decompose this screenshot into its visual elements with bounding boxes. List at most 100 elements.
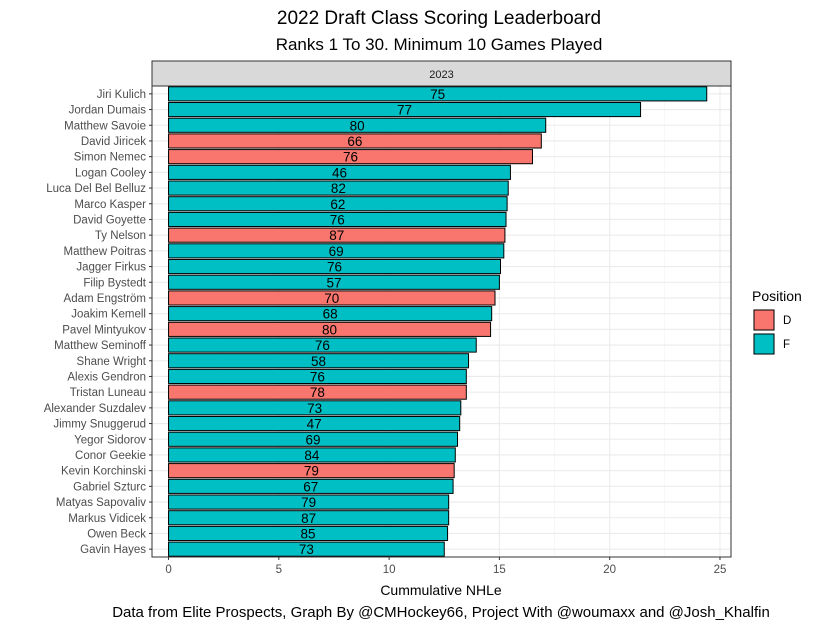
- legend-swatch: [753, 309, 775, 331]
- y-tick-label: Jordan Dumais: [69, 105, 147, 117]
- bars: [168, 86, 708, 557]
- bar: [168, 258, 502, 275]
- y-tick-label: Adam Engström: [64, 293, 146, 305]
- bar: [168, 211, 507, 228]
- y-tick-label: Gabriel Szturc: [73, 481, 146, 493]
- y-tick-label: Yegor Sidorov: [74, 434, 146, 446]
- panel-border: [151, 85, 732, 558]
- y-tick-label: Matyas Sapovaliv: [56, 497, 146, 509]
- y-tick-label: Owen Beck: [87, 528, 146, 540]
- x-tick-label: 20: [603, 564, 616, 576]
- legend-items: DF: [753, 309, 791, 355]
- bar-label: 75: [430, 87, 445, 102]
- y-tick-label: Joakim Kemell: [71, 309, 146, 321]
- bar-label: 46: [332, 165, 347, 180]
- bar-label: 76: [310, 369, 325, 384]
- y-tick-label: Jimmy Snuggerud: [53, 419, 146, 431]
- bar-label: 78: [310, 385, 325, 400]
- x-axis-label: Cummulative NHLe: [380, 582, 502, 598]
- bar: [168, 290, 496, 306]
- y-tick-label: Matthew Seminoff: [54, 340, 147, 352]
- legend-label: F: [783, 339, 790, 351]
- legend-label: D: [783, 315, 791, 327]
- panel-background: [152, 86, 731, 557]
- bar: [168, 86, 708, 102]
- bar: [168, 274, 500, 290]
- y-tick-label: Alexis Gendron: [67, 371, 146, 383]
- bar: [168, 133, 542, 149]
- y-tick-label: Luca Del Bel Belluz: [46, 183, 146, 195]
- bar: [168, 368, 467, 385]
- bar: [168, 117, 547, 133]
- y-tick-label: Jagger Firkus: [76, 262, 146, 274]
- bar-label: 66: [347, 134, 362, 149]
- bar-label: 76: [330, 212, 345, 227]
- y-tick-label: Markus Vidicek: [68, 513, 146, 525]
- bar: [168, 447, 456, 463]
- bar: [168, 463, 455, 479]
- y-tick-label: Logan Cooley: [75, 167, 146, 179]
- bar-label: 70: [324, 291, 339, 306]
- bar: [168, 321, 492, 337]
- bar-label: 79: [301, 495, 316, 510]
- bar-label: 77: [397, 103, 412, 118]
- bar: [168, 306, 493, 322]
- bar: [168, 400, 462, 416]
- bar-label: 47: [307, 417, 322, 432]
- bar-label: 73: [307, 401, 322, 416]
- x-tick-label: 0: [165, 564, 171, 576]
- bar-label: 87: [301, 511, 316, 526]
- bar-label: 76: [315, 338, 330, 353]
- facet-strip-label: 2023: [429, 69, 453, 81]
- bar: [168, 478, 454, 494]
- y-tick-label: Conor Geekie: [75, 450, 146, 462]
- bar-label: 80: [350, 118, 365, 133]
- y-tick-label: Matthew Savoie: [64, 120, 146, 132]
- y-tick-label: Jiri Kulich: [97, 89, 146, 101]
- x-axis: 0 5 10 15 20 25: [165, 557, 726, 576]
- bar: [168, 227, 506, 243]
- y-tick-label: Marco Kasper: [74, 199, 146, 211]
- bar-label: 84: [304, 448, 320, 463]
- chart-caption: Data from Elite Prospects, Graph By @CMH…: [112, 604, 770, 621]
- bar-label: 68: [323, 307, 338, 322]
- bar-label: 67: [303, 479, 318, 494]
- bar: [168, 510, 450, 526]
- chart-title: 2022 Draft Class Scoring Leaderboard: [277, 8, 601, 29]
- bar: [168, 431, 458, 447]
- y-tick-label: Kevin Korchinski: [61, 466, 146, 478]
- bar: [168, 196, 508, 212]
- bar-label: 76: [327, 260, 342, 275]
- y-tick-label: Alexander Suzdalev: [44, 403, 147, 415]
- bar: [168, 164, 511, 180]
- x-tick-label: 25: [714, 564, 727, 576]
- legend: Position DF: [752, 288, 802, 355]
- bar-label: 82: [331, 181, 346, 196]
- bar: [168, 494, 450, 510]
- bar: [168, 180, 509, 196]
- plot-panel: 2023 75778066764682627687697657706880765…: [151, 60, 732, 558]
- legend-title: Position: [752, 288, 802, 304]
- x-tick-label: 15: [493, 564, 506, 576]
- bar-label: 80: [322, 322, 337, 337]
- y-tick-label: Filip Bystedt: [83, 277, 146, 289]
- y-tick-label: David Jiricek: [81, 136, 146, 148]
- bar-label: 87: [329, 228, 344, 243]
- facet-strip: [151, 60, 732, 87]
- y-tick-label: Shane Wright: [77, 356, 147, 368]
- legend-swatch: [753, 333, 775, 355]
- bar: [168, 149, 533, 165]
- bar: [168, 541, 445, 557]
- y-tick-label: Simon Nemec: [74, 152, 146, 164]
- y-tick-label: Matthew Poitras: [64, 246, 147, 258]
- bar-label: 76: [343, 150, 358, 165]
- bar-label: 57: [326, 275, 341, 290]
- x-tick-label: 10: [383, 564, 396, 576]
- bar-labels: 7577806676468262768769765770688076587678…: [299, 87, 445, 557]
- bar: [168, 415, 461, 432]
- bar: [168, 353, 470, 369]
- bar-label: 69: [329, 244, 344, 259]
- y-tick-label: Tristan Luneau: [70, 387, 146, 399]
- bar-label: 62: [330, 197, 345, 212]
